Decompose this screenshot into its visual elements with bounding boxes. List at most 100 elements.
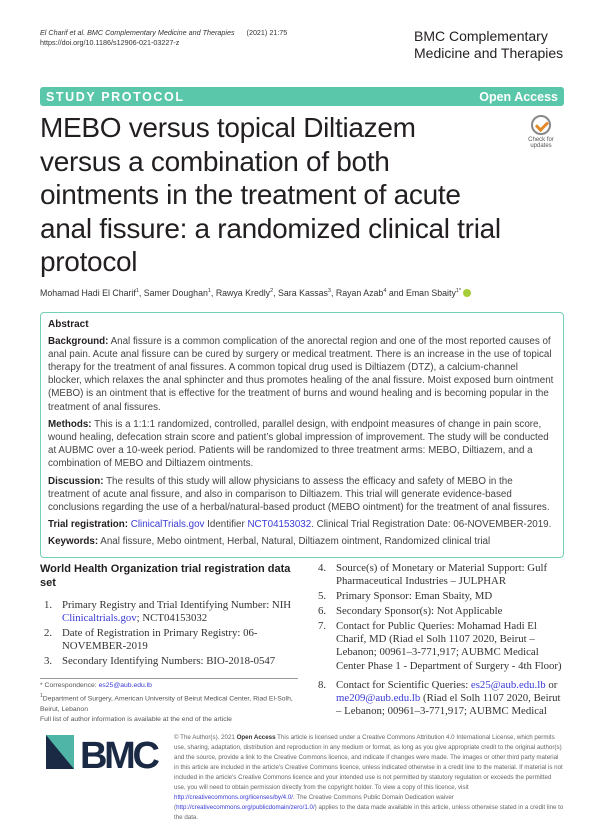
running-header-citation: El Charif et al. BMC Complementary Medic… <box>40 28 287 48</box>
left-column: World Health Organization trial registra… <box>40 562 298 725</box>
item-number: 5. <box>318 589 327 602</box>
footnote-divider <box>40 678 298 680</box>
author-list: Mohamad Hadi El Charif1, Samer Doughan1,… <box>40 285 564 299</box>
trial-registration-label: Trial registration: <box>48 519 129 531</box>
item-number: 2. <box>44 626 53 639</box>
item-text: Source(s) of Monetary or Material Suppor… <box>336 561 548 587</box>
check-for-updates-label: Check for updates <box>528 137 554 149</box>
affiliation-number: 1 <box>40 693 43 700</box>
clinicaltrials-link[interactable]: ClinicalTrials.gov <box>130 519 205 531</box>
open-access-bold: Open Access <box>236 733 276 741</box>
check-for-updates-icon <box>531 115 551 135</box>
author-affiliation: 2 <box>270 287 274 294</box>
email-link[interactable]: es25@aub.edu.lb <box>470 678 546 691</box>
discussion-text: The results of this study will allow phy… <box>48 475 550 514</box>
item-text: Date of Registration in Primary Registry… <box>62 626 258 653</box>
item-number: 1. <box>44 598 53 611</box>
author-name: Rawya Kredly <box>215 287 271 298</box>
item-number: 8. <box>318 678 327 691</box>
trial-date-text: . Clinical Trial Registration Date: 06-N… <box>311 519 552 531</box>
bmc-logo: BMC <box>46 734 160 773</box>
item-number: 3. <box>44 655 53 668</box>
license-text: © The Author(s). 2021 Open Access This a… <box>174 733 564 823</box>
methods-text: This is a 1:1:1 randomized, controlled, … <box>48 418 549 470</box>
keywords-text: Anal fissure, Mebo ointment, Herbal, Nat… <box>100 536 491 548</box>
author-name: Eman Sbaity <box>405 287 456 298</box>
right-column: 4. Source(s) of Monetary or Material Supp… <box>314 562 564 725</box>
correspondence-label: * Correspondence: <box>40 682 99 690</box>
article-type: STUDY PROTOCOL <box>46 89 185 104</box>
methods-label: Methods: <box>48 418 92 430</box>
body-columns: World Health Organization trial registra… <box>40 562 564 725</box>
item-text: Primary Sponsor: Eman Sbaity, MD <box>336 589 493 602</box>
who-item: 3. Secondary Identifying Numbers: BIO-201… <box>40 655 298 668</box>
who-item: 5. Primary Sponsor: Eman Sbaity, MD <box>314 590 564 603</box>
author-affiliation: 4 <box>383 287 387 294</box>
item-number: 7. <box>318 619 327 632</box>
abstract-trial-registration: Trial registration: ClinicalTrials.gov I… <box>48 518 554 531</box>
who-item: 4. Source(s) of Monetary or Material Supp… <box>314 562 564 589</box>
who-item: 1. Primary Registry and Trial Identifying… <box>40 599 298 626</box>
author-name: Samer Doughan <box>143 287 208 298</box>
title-row: MEBO versus topical Diltiazem versus a c… <box>40 111 564 279</box>
author-affiliation: 1 <box>207 287 211 294</box>
article-type-banner: STUDY PROTOCOL Open Access <box>40 87 564 106</box>
journal-name-line2: Medicine and Therapies <box>414 45 564 61</box>
journal-name: BMC Complementary Medicine and Therapies <box>414 28 564 62</box>
journal-name-line1: BMC Complementary <box>414 28 548 44</box>
item-text: Secondary Identifying Numbers: BIO-2018-… <box>62 655 276 668</box>
author-affiliation: 3 <box>327 287 331 294</box>
cc-zero-link[interactable]: http://creativecommons.org/publicdomain/… <box>176 803 315 811</box>
who-item: 8. Contact for Scientific Queries: es25@a… <box>314 679 564 719</box>
copyright: © The Author(s). 2021 <box>174 733 237 741</box>
author-name: Mohamad Hadi El Charif <box>40 287 136 298</box>
who-item: 2. Date of Registration in Primary Regist… <box>40 627 298 654</box>
trial-identifier-text: Identifier <box>204 519 248 531</box>
license-body: This article is licensed under a Creativ… <box>174 733 563 791</box>
authors-and: and <box>388 287 404 298</box>
license-body: . The Creative Commons Public Domain Ded… <box>174 793 454 811</box>
item-text: Primary Registry and Trial Identifying N… <box>62 598 292 611</box>
citation-journal: BMC Complementary Medicine and Therapies <box>87 28 235 37</box>
who-item: 6. Secondary Sponsor(s): Not Applicable <box>314 605 564 618</box>
running-header: El Charif et al. BMC Complementary Medic… <box>40 28 564 62</box>
article-title: MEBO versus topical Diltiazem versus a c… <box>40 112 501 277</box>
background-text: Anal fissure is a common complication of… <box>48 335 554 413</box>
abstract-box: Abstract Background: Anal fissure is a c… <box>40 312 564 558</box>
correspondence-email-link[interactable]: es25@aub.edu.lb <box>98 682 152 690</box>
author-affiliation: 1 <box>135 287 139 294</box>
item-text: or <box>545 678 558 691</box>
orcid-icon[interactable] <box>463 289 472 298</box>
author-name: Sara Kassas <box>278 287 328 298</box>
item-number: 4. <box>318 561 327 574</box>
logo-triangle <box>46 734 74 769</box>
cc-by-link[interactable]: http://creativecommons.org/licenses/by/4… <box>174 793 293 801</box>
email-link[interactable]: me209@aub.edu.lb <box>336 692 421 705</box>
citation-year: (2021) 21:75 <box>246 28 288 37</box>
citation-authors: El Charif et al. <box>40 28 86 37</box>
nct-link[interactable]: NCT04153032 <box>247 519 312 531</box>
author-affiliation: 1* <box>455 287 462 294</box>
who-item: 7. Contact for Public Queries: Mohamad Ha… <box>314 620 564 673</box>
abstract-background: Background: Anal fissure is a common com… <box>48 335 554 414</box>
background-label: Background: <box>48 335 109 347</box>
affiliation-text: Department of Surgery, American Universi… <box>40 695 293 713</box>
who-list-right: 4. Source(s) of Monetary or Material Supp… <box>314 562 564 719</box>
abstract-heading: Abstract <box>48 319 89 331</box>
item-text: (Riad el Solh 1107 2020, Beirut – Lebano… <box>336 692 561 718</box>
item-text: ; NCT04153032 <box>136 611 208 624</box>
discussion-label: Discussion: <box>48 475 104 487</box>
clinicaltrials-link[interactable]: Clinicaltrials.gov <box>62 611 137 624</box>
item-number: 6. <box>318 604 327 617</box>
footnotes: * Correspondence: es25@aub.edu.lb 1Depar… <box>40 681 298 724</box>
logo-text: BMC <box>80 735 160 773</box>
open-access-label: Open Access <box>479 89 558 104</box>
keywords-label: Keywords: <box>48 536 99 548</box>
item-text: Contact for Scientific Queries: <box>336 678 471 691</box>
item-text: Contact for Public Queries: Mohamad Hadi… <box>336 619 562 672</box>
doi-link[interactable]: https://doi.org/10.1186/s12906-021-03227… <box>40 38 180 47</box>
license-body: ) applies to the data made available in … <box>174 803 564 821</box>
check-for-updates-badge[interactable]: Check for updates <box>518 115 564 149</box>
author-name: Rayan Azab <box>335 287 384 298</box>
